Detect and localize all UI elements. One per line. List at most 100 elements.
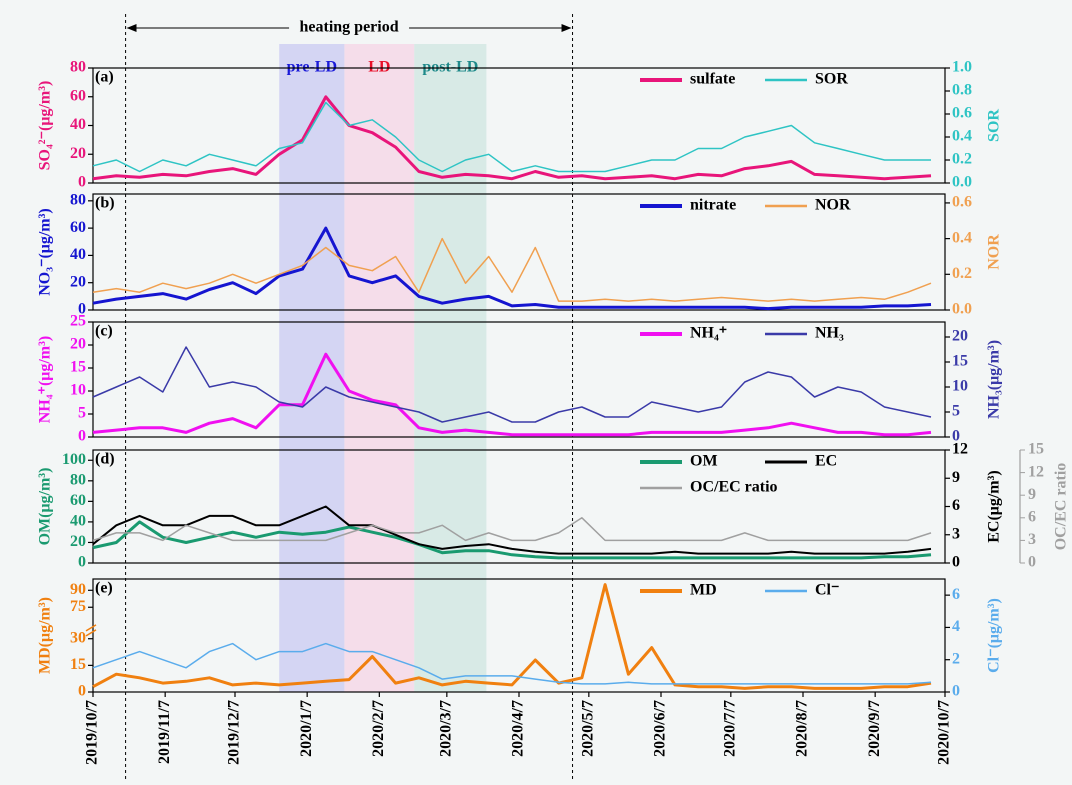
y2-tick-label: 1.0 [952,59,972,76]
y2-axis-title: NH₃(μg/m³) [986,340,1003,419]
period-label: LD [368,59,390,76]
y-tick-label: 20 [70,273,86,290]
x-tick-label: 2019/12/7 [226,700,243,765]
y2-axis-title: EC(μg/m³) [986,470,1003,543]
series-line [92,505,932,555]
y-tick-label: 0 [78,301,86,318]
series-line [92,583,932,690]
x-tick-label: 2020/5/7 [580,700,597,757]
x-tick-label: 2020/6/7 [652,700,669,757]
y2-tick-label: 3 [952,525,960,542]
y-axis-title: OM(μg/m³) [37,468,54,546]
y-tick-label: 40 [70,513,86,530]
y-tick-label: 60 [70,219,86,236]
x-tick-label: 2020/8/7 [794,700,811,757]
y-tick-label: 80 [70,191,86,208]
y-tick-label: 100 [62,451,86,468]
x-tick-label: 2020/10/7 [936,700,953,765]
period-band [344,44,415,692]
y2-tick-label: 0.4 [952,229,972,246]
series-line [92,237,932,302]
x-tick-label: 2020/7/7 [722,700,739,757]
y-tick-label: 80 [70,59,86,76]
legend-label: MD [690,582,717,599]
period-label: post-LD [422,59,478,76]
y-tick-label: 5 [78,405,86,422]
y-tick-label: 25 [70,313,86,330]
y-tick-label: 80 [70,471,86,488]
y-tick-label: 0 [78,683,86,700]
panel-label: (c) [95,323,113,340]
x-tick-label: 2020/4/7 [510,700,527,757]
panel-label: (b) [95,195,115,212]
y2-tick-label: 0.4 [952,128,972,145]
y2-tick-label: 0.8 [952,82,972,99]
y2-tick-label: 0 [952,554,960,571]
series-line [92,95,932,181]
y-tick-label: 0 [78,428,86,445]
axis-break [85,624,97,637]
x-tick-label: 2020/2/7 [370,700,387,757]
legend-label: EC [815,453,837,470]
series-line [92,226,932,311]
heating-label: heating period [300,19,399,36]
y2-tick-label: 10 [952,378,968,395]
y-tick-label: 15 [70,656,86,673]
y-tick-label: 20 [70,533,86,550]
y-tick-label: 15 [70,359,86,376]
legend-label: NH₄⁺ [690,325,727,342]
x-tick-label: 2020/9/7 [866,700,883,757]
series-line [92,101,931,173]
series-line [92,642,932,685]
y2-tick-label: 0.6 [952,105,972,122]
y3-tick-label: 0 [1028,554,1036,571]
y2-axis-title: SOR [986,109,1003,142]
legend-label: NH₃ [815,325,844,342]
plot-frame [92,321,946,438]
y-tick-label: 0 [78,174,86,191]
series-line [92,352,932,437]
y-tick-label: 90 [70,581,86,598]
y-axis-title: NH₄⁺(μg/m³) [37,336,54,424]
period-label: pre-LD [287,59,337,76]
y-tick-label: 0 [78,554,86,571]
y3-tick-label: 6 [1028,508,1036,525]
y-tick-label: 20 [70,336,86,353]
y-tick-label: 60 [70,492,86,509]
panel-label: (d) [95,451,115,468]
y-axis-title: MD(μg/m³) [37,597,54,674]
legend-label: OM [690,453,718,470]
legend-label: SOR [815,71,848,88]
panel-label: (e) [95,580,113,597]
y2-tick-label: 4 [952,618,960,635]
y2-axis-title: NOR [986,234,1003,270]
series-line [92,520,932,560]
x-tick-label: 2019/11/7 [156,700,173,764]
y2-axis-title: Cl⁻(μg/m³) [986,598,1003,673]
x-tick-label: 2020/3/7 [438,700,455,757]
y-axis-title: SO₄²⁻(μg/m³) [37,81,54,171]
y2-tick-label: 9 [952,469,960,486]
y2-tick-label: 0.0 [952,301,972,318]
y-tick-label: 40 [70,246,86,263]
y-tick-label: 30 [70,629,86,646]
series-line [92,517,932,542]
y-tick-label: 10 [70,382,86,399]
legend-label: OC/EC ratio [690,479,778,496]
y2-tick-label: 20 [952,328,968,345]
y2-tick-label: 15 [952,353,968,370]
y-tick-label: 60 [70,87,86,104]
series-line [92,346,932,423]
y2-tick-label: 0.2 [952,265,972,282]
y-axis-title: NO₃⁻(μg/m³) [37,208,54,296]
x-tick-label: 2020/1/7 [298,700,315,757]
y2-tick-label: 12 [952,441,968,458]
y-tick-label: 75 [70,598,86,615]
x-tick-label: 2019/10/7 [84,700,101,765]
y2-tick-label: 2 [952,650,960,667]
y2-tick-label: 6 [952,586,960,603]
y3-tick-label: 3 [1028,531,1036,548]
y-tick-label: 20 [70,145,86,162]
y3-tick-label: 15 [1028,441,1044,458]
